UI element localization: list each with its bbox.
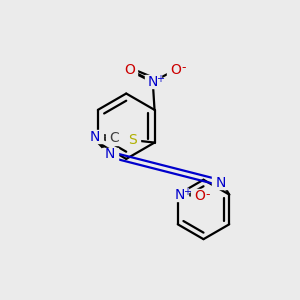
Text: +: + [183,187,191,197]
Text: O: O [194,189,205,203]
Text: N: N [90,130,100,144]
Bar [145,75,161,88]
Bar [172,188,188,201]
Text: N: N [175,188,185,202]
Bar [191,189,208,203]
Text: N: N [105,148,115,161]
Text: -: - [206,188,210,201]
Bar [102,148,118,161]
Text: +: + [156,74,164,84]
Bar [167,63,184,76]
Bar [212,176,229,189]
Bar [124,133,140,146]
Bar [87,130,103,143]
Text: O: O [170,63,181,77]
Bar [121,63,137,76]
Text: N: N [215,176,226,190]
Text: C: C [110,131,119,145]
Text: S: S [128,133,136,147]
Text: O: O [124,63,135,77]
Text: -: - [182,61,186,74]
Bar [106,131,123,145]
Text: N: N [148,75,158,88]
